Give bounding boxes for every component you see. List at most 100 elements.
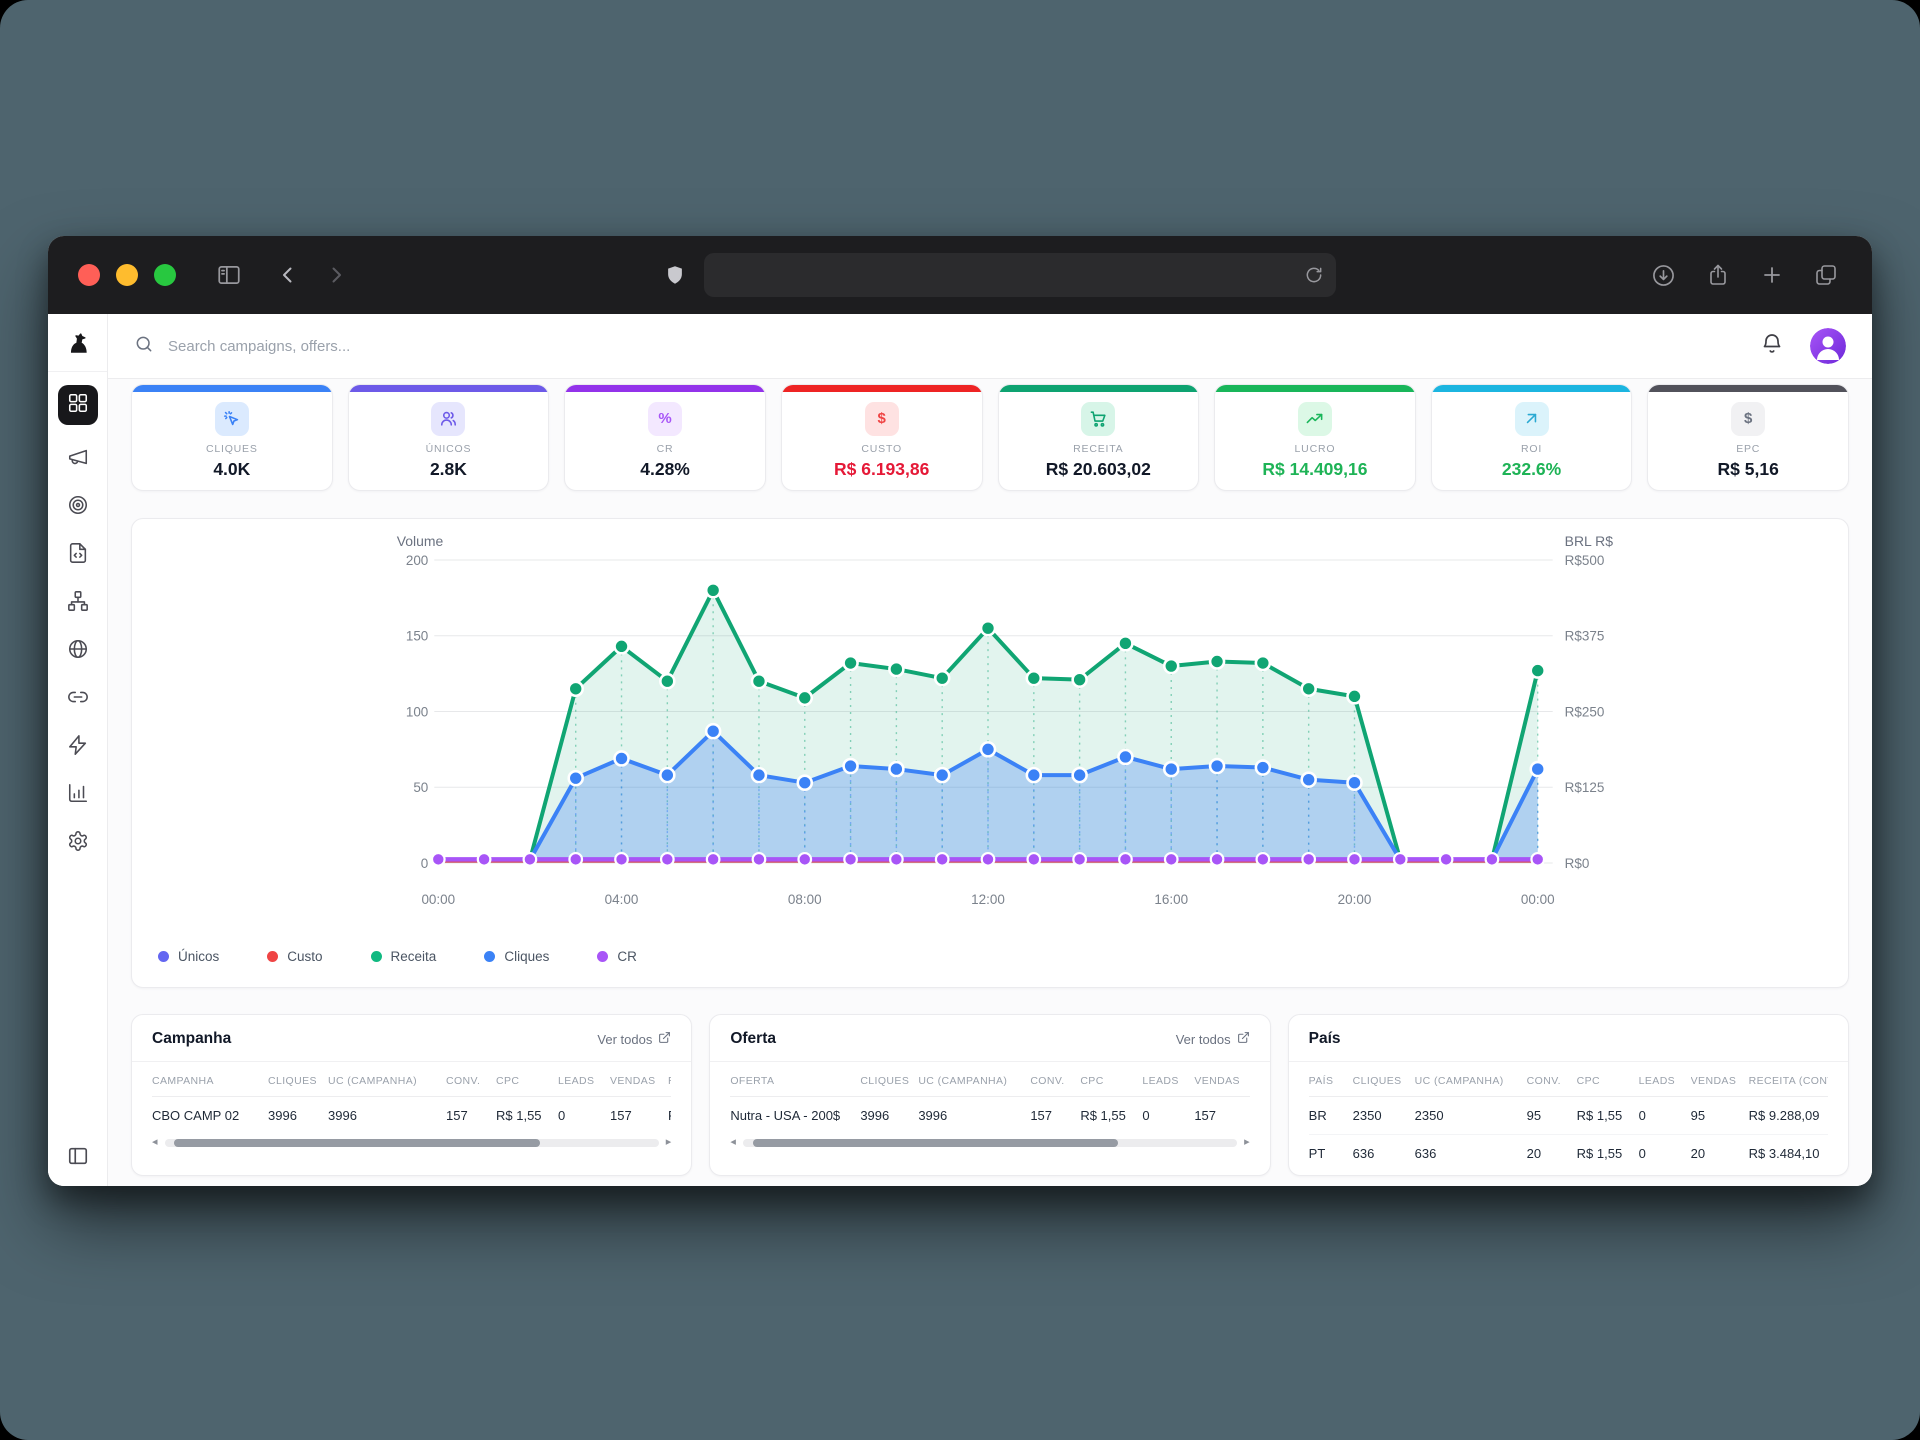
- shopping-cart-icon: [1081, 401, 1116, 436]
- ver-todos-link[interactable]: Ver todos: [597, 1031, 671, 1047]
- dollar-icon: $: [1731, 401, 1766, 436]
- kpi-card-custo: $ CUSTO R$ 6.193,86: [780, 384, 983, 491]
- table-title: Oferta: [730, 1030, 776, 1047]
- svg-text:R$250: R$250: [1565, 704, 1605, 719]
- kpi-card-lucro: LUCRO R$ 14.409,16: [1214, 384, 1416, 491]
- table-cell: PT: [1308, 1146, 1326, 1161]
- user-avatar[interactable]: [1810, 328, 1846, 364]
- column-header: RECEITA (CONV.): [1748, 1075, 1828, 1087]
- scrollbar-track[interactable]: [742, 1138, 1238, 1147]
- table-cell: 157: [1030, 1108, 1053, 1123]
- column-header: CPC: [1080, 1075, 1104, 1087]
- dashboard-icon: [67, 392, 89, 419]
- sidebar-item-settings[interactable]: [67, 830, 89, 857]
- scroll-right-arrow[interactable]: ▸: [1244, 1136, 1250, 1148]
- sidebar-item-automations[interactable]: [67, 734, 89, 761]
- minimize-window-button[interactable]: [116, 264, 138, 286]
- legend-label: Cliques: [504, 949, 550, 964]
- ver-todos-link[interactable]: Ver todos: [1176, 1031, 1250, 1047]
- forward-icon[interactable]: [324, 263, 348, 287]
- legend-label: Receita: [390, 949, 437, 964]
- search-input[interactable]: [166, 336, 590, 356]
- legend-item-cr[interactable]: CR: [597, 949, 637, 964]
- sidebar-item-offers[interactable]: [67, 494, 89, 521]
- traffic-lights: [78, 264, 176, 286]
- legend-item-custo[interactable]: Custo: [267, 949, 323, 964]
- scrollbar-thumb[interactable]: [752, 1138, 1119, 1147]
- back-icon[interactable]: [276, 263, 300, 287]
- legend-item-cliques[interactable]: Cliques: [484, 949, 549, 964]
- kpi-card-receita: RECEITA R$ 20.603,02: [997, 384, 1200, 491]
- sidebar-item-flows[interactable]: [67, 590, 89, 617]
- kpi-accent-bar: [998, 385, 1199, 392]
- kpi-value: R$ 20.603,02: [1045, 458, 1151, 479]
- svg-text:200: 200: [406, 553, 428, 568]
- percent-icon: %: [648, 401, 683, 436]
- column-header: VENDAS: [610, 1075, 656, 1087]
- share-icon[interactable]: [1706, 263, 1730, 287]
- notifications-bell-icon[interactable]: [1760, 332, 1784, 361]
- scroll-left-arrow[interactable]: ◂: [730, 1136, 736, 1148]
- kpi-card-cliques: CLIQUES 4.0K: [131, 384, 333, 491]
- table-cell: 20: [1690, 1146, 1706, 1161]
- scrollbar-thumb[interactable]: [174, 1138, 541, 1147]
- header-actions: [1760, 328, 1846, 364]
- sidebar-toggle-icon[interactable]: [216, 262, 242, 288]
- sidebar-collapse-icon[interactable]: [67, 1145, 89, 1172]
- table-cell: 0: [1638, 1108, 1646, 1123]
- legend-item-receita[interactable]: Receita: [370, 949, 437, 964]
- scroll-left-arrow[interactable]: ◂: [152, 1136, 158, 1148]
- landers-icon: [67, 542, 89, 569]
- dog-logo-icon: [70, 332, 87, 353]
- svg-text:20:00: 20:00: [1338, 892, 1372, 907]
- sidebar-item-landers[interactable]: [67, 542, 89, 569]
- dollar-icon: $: [864, 401, 899, 436]
- sidebar-item-links[interactable]: [67, 686, 89, 713]
- column-header: LEADS: [1142, 1075, 1179, 1087]
- table-cell: 20: [1526, 1146, 1542, 1161]
- close-window-button[interactable]: [78, 264, 100, 286]
- kpi-card--nicos: ÚNICOS 2.8K: [347, 384, 550, 491]
- column-header: RECEITA: [668, 1062, 671, 1096]
- kpi-accent-bar: [1431, 385, 1632, 392]
- kpi-value: 232.6%: [1501, 458, 1562, 479]
- table-body: CAMPANHA CLIQUES UC (CAMPANHA) CONV. CPC LEAD…: [132, 1062, 691, 1134]
- tab-overview-icon[interactable]: [1814, 263, 1838, 287]
- sidebar-item-campaigns[interactable]: [67, 446, 89, 473]
- trending-up-icon: [1297, 401, 1332, 436]
- svg-text:50: 50: [413, 780, 428, 795]
- links-icon: [67, 686, 89, 713]
- legend-dot: [267, 951, 279, 962]
- table-cell: 636: [1414, 1146, 1437, 1161]
- downloads-icon[interactable]: [1651, 263, 1676, 288]
- legend-label: Custo: [287, 949, 323, 964]
- kpi-value: R$ 5,16: [1717, 458, 1779, 479]
- table-cell: R$ 1,55: [1576, 1146, 1623, 1161]
- privacy-shield-icon[interactable]: [664, 263, 686, 287]
- svg-text:R$0: R$0: [1565, 856, 1590, 871]
- horizontal-scrollbar: ◂ ▸: [132, 1134, 691, 1148]
- sidebar-item-dashboard[interactable]: [57, 385, 98, 425]
- table-header-row: PAÍS CLIQUES UC (CAMPANHA) CONV. CPC LEADS VEN…: [1308, 1062, 1828, 1097]
- reload-icon[interactable]: [1304, 265, 1324, 285]
- sidebar-item-reports[interactable]: [67, 782, 89, 809]
- cursor-click-icon: [214, 401, 249, 436]
- table-body: OFERTA CLIQUES UC (CAMPANHA) CONV. CPC LEADS V…: [710, 1062, 1269, 1134]
- svg-text:08:00: 08:00: [788, 892, 822, 907]
- maximize-window-button[interactable]: [154, 264, 176, 286]
- new-tab-icon[interactable]: [1760, 263, 1784, 287]
- legend-item-únicos[interactable]: Únicos: [158, 949, 219, 964]
- users-icon: [431, 401, 466, 436]
- table-cell: 636: [1352, 1146, 1375, 1161]
- svg-text:R$500: R$500: [1565, 553, 1605, 568]
- scrollbar-track[interactable]: [164, 1138, 659, 1147]
- app-logo[interactable]: [48, 314, 107, 372]
- svg-text:R$375: R$375: [1565, 629, 1605, 644]
- kpi-value: R$ 14.409,16: [1262, 458, 1368, 479]
- table-cell: 0: [1638, 1146, 1646, 1161]
- url-bar[interactable]: [703, 253, 1336, 297]
- kpi-label: CUSTO: [861, 442, 902, 455]
- sidebar-item-domains[interactable]: [67, 638, 89, 665]
- scroll-right-arrow[interactable]: ▸: [665, 1136, 672, 1148]
